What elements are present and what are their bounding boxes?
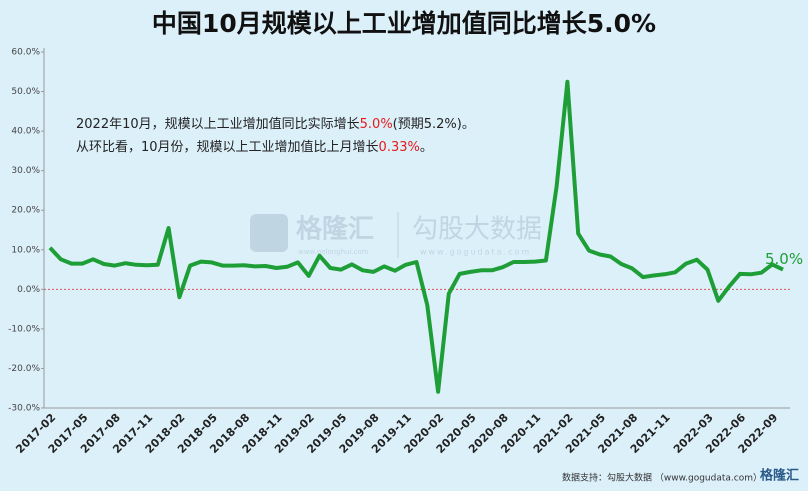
watermark: 格隆汇 www.gelonghui.com 勾股大数据 www.gogudata… <box>250 212 542 258</box>
y-tick-label: 0.0% <box>17 285 40 295</box>
annotation-part: 5.0% <box>360 117 393 132</box>
watermark-text: 格隆汇 <box>296 214 374 245</box>
annotation-part: (预期5.2%)。 <box>393 117 475 132</box>
annotation-part: 0.33% <box>379 140 420 155</box>
y-tick-label: 30.0% <box>11 166 40 176</box>
y-tick-label: 40.0% <box>11 127 40 137</box>
y-tick-label: 10.0% <box>11 245 40 255</box>
watermark-text: www.gogudata.com <box>420 248 531 257</box>
y-tick-label: -10.0% <box>8 324 40 334</box>
watermark-text: 勾股大数据 <box>412 215 542 245</box>
watermark-text: www.gelonghui.com <box>298 248 369 256</box>
annotation: 从环比看，10月份，规模以上工业增加值比上月增长0.33%。 <box>76 139 433 155</box>
annotation: 2022年10月，规模以上工业增加值同比实际增长5.0%(预期5.2%)。 <box>76 116 475 132</box>
y-tick-label: -30.0% <box>8 404 40 414</box>
chart-title: 中国10月规模以上工业增加值同比增长5.0% <box>152 9 656 38</box>
end-label: 5.0% <box>765 250 803 268</box>
logo: 格隆汇 <box>760 468 799 484</box>
annotation-part: 2022年10月，规模以上工业增加值同比实际增长 <box>76 116 360 132</box>
y-tick-label: 50.0% <box>11 87 40 97</box>
y-tick-label: -20.0% <box>8 364 40 374</box>
y-tick-label: 60.0% <box>11 48 40 58</box>
annotation-part: 从环比看，10月份，规模以上工业增加值比上月增长 <box>76 139 379 155</box>
source: 数据支持：勾股大数据 （www.gogudata.com） <box>562 472 762 484</box>
watermark-icon <box>250 214 288 252</box>
annotation-part: 。 <box>420 140 433 155</box>
y-tick-label: 20.0% <box>11 206 40 216</box>
line-series <box>48 79 784 394</box>
